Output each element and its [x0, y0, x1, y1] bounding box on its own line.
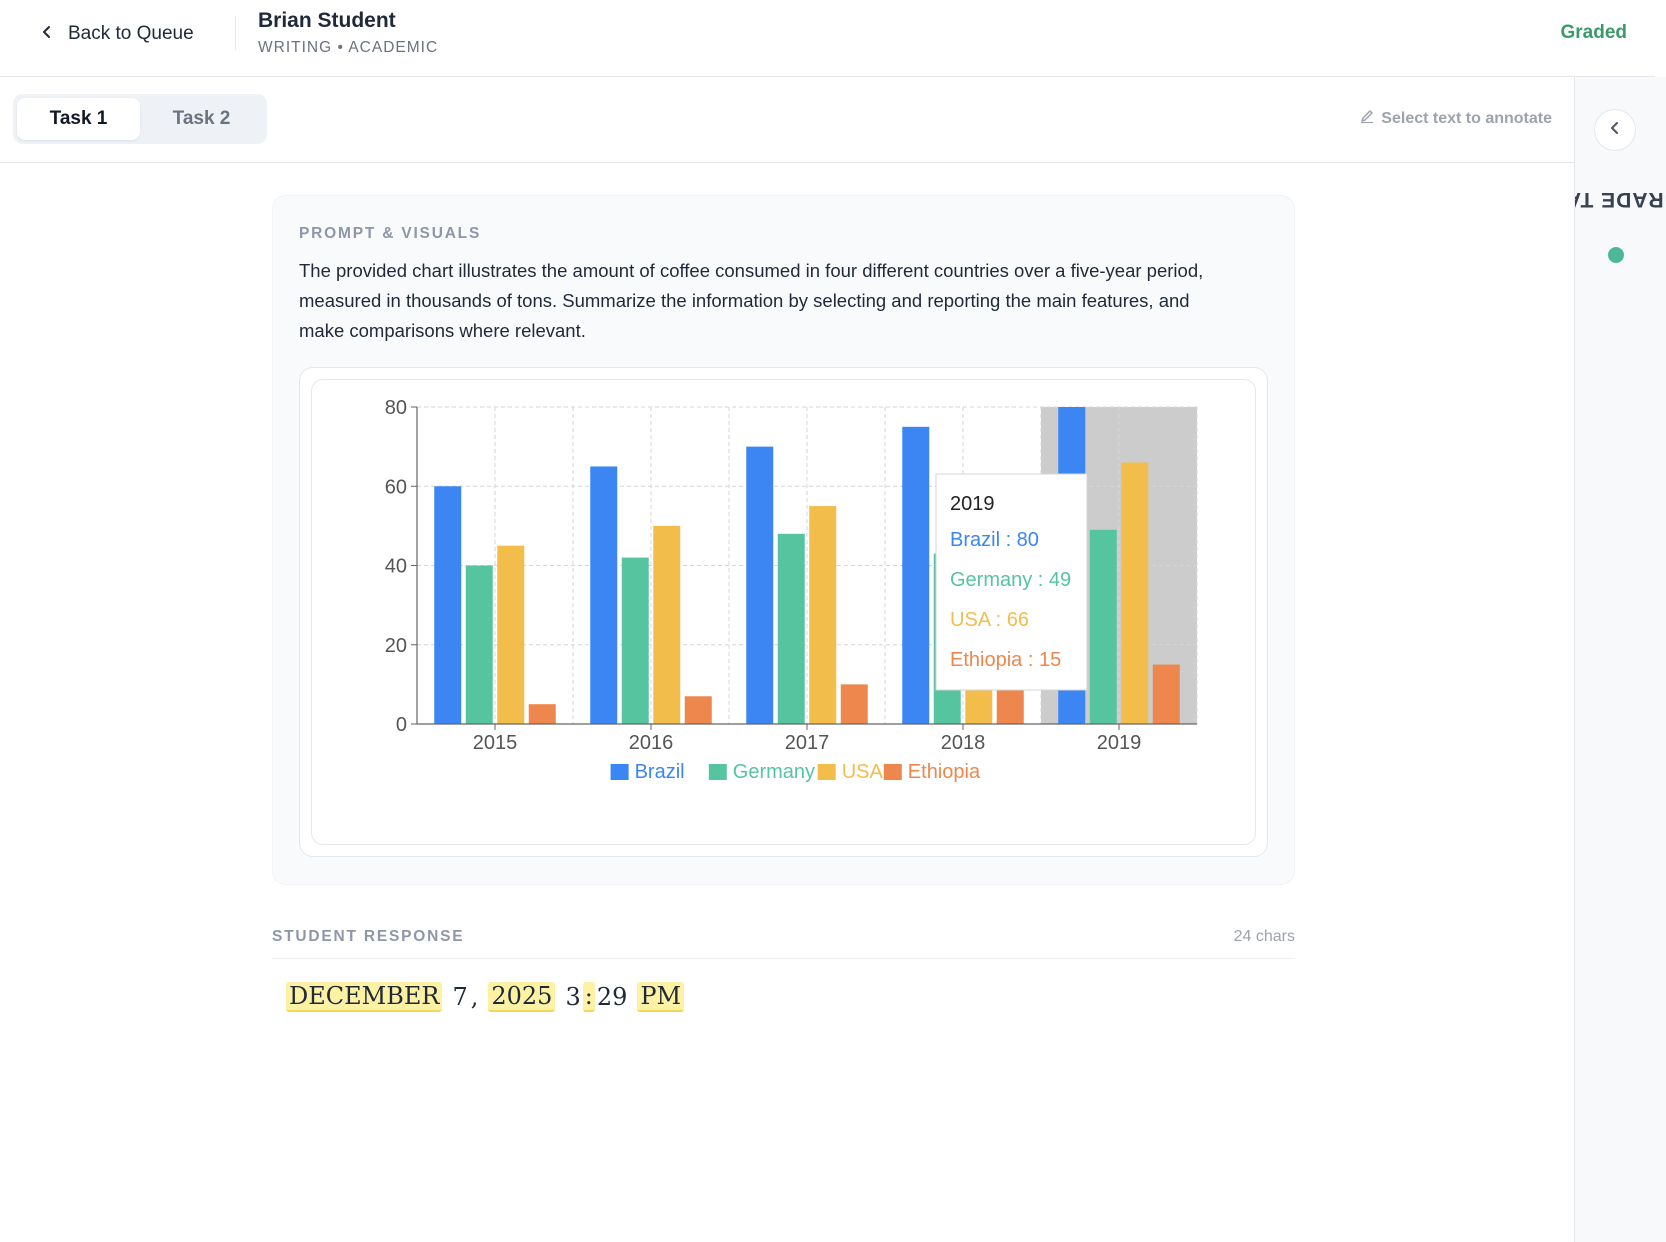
tooltip-line-usa: USA : 66 [950, 609, 1029, 631]
response-token[interactable]: : [582, 982, 595, 1012]
bar-germany-2017 [777, 533, 805, 724]
bar-germany-2015 [465, 565, 493, 724]
tooltip-line-ethiopia: Ethiopia : 15 [950, 649, 1061, 671]
expand-panel-button[interactable] [1594, 109, 1636, 151]
response-section-label: STUDENT RESPONSE [272, 928, 465, 945]
task-tabs: Task 1 Task 2 [13, 94, 267, 144]
bar-brazil-2017 [746, 446, 774, 724]
annotate-hint-label: Select text to annotate [1381, 109, 1552, 127]
bar-ethiopia-2015 [528, 704, 556, 724]
student-response[interactable]: DECEMBER 7 , 2025 3 : 29 PM [286, 982, 685, 1012]
status-dot [1608, 247, 1624, 263]
legend-label-ethiopia: Ethiopia [908, 761, 981, 783]
response-token[interactable]: 3 [565, 983, 581, 1011]
bar-ethiopia-2019 [1152, 664, 1180, 724]
legend-label-usa: USA [842, 761, 884, 783]
header-divider [235, 16, 236, 50]
tooltip-title: 2019 [950, 493, 995, 515]
legend-swatch-usa [817, 764, 836, 780]
legend-label-brazil: Brazil [635, 761, 685, 783]
response-token[interactable]: 7 [452, 983, 468, 1011]
chart-container: 0 20 40 60 80 2015 2016 2017 2018 2019 Brazil Germa… [299, 367, 1268, 857]
bar-usa-2015 [497, 545, 525, 724]
legend-swatch-ethiopia [883, 764, 902, 780]
y-tick-label: 0 [396, 714, 407, 736]
bar-usa-2016 [653, 525, 681, 724]
bar-ethiopia-2017 [840, 684, 868, 724]
response-divider [272, 958, 1295, 959]
bar-ethiopia-2016 [684, 696, 712, 724]
legend-label-germany: Germany [733, 761, 815, 783]
prompt-section-label: PROMPT & VISUALS [299, 225, 482, 242]
pen-icon [1359, 108, 1375, 129]
response-token[interactable]: , [470, 983, 479, 1011]
bar-usa-2019 [1121, 462, 1149, 724]
student-meta: WRITING • ACADEMIC [258, 39, 439, 56]
back-to-queue-button[interactable]: Back to Queue [40, 20, 194, 48]
bar-usa-2017 [809, 506, 837, 724]
status-badge: Graded [1560, 22, 1627, 43]
char-count: 24 chars [1233, 928, 1295, 945]
side-panel-label: GRADE TA [1575, 188, 1666, 211]
chevron-left-icon [1608, 121, 1622, 140]
response-token[interactable]: DECEMBER [286, 982, 443, 1012]
grade-side-panel: GRADE TA [1574, 77, 1666, 1242]
legend-swatch-germany [708, 764, 727, 780]
chart-frame: 0 20 40 60 80 2015 2016 2017 2018 2019 Brazil Germa… [311, 379, 1256, 845]
student-name: Brian Student [258, 9, 396, 32]
tooltip-line-germany: Germany : 49 [950, 569, 1071, 591]
response-token[interactable]: 2025 [488, 982, 556, 1012]
bar-brazil-2016 [590, 466, 618, 724]
bar-brazil-2018 [902, 426, 930, 724]
y-tick-label: 20 [385, 635, 407, 657]
tooltip-box [935, 473, 1088, 691]
tab-task-2[interactable]: Task 2 [172, 108, 231, 129]
tabs-bar: Task 1 Task 2 Select text to annotate [0, 77, 1574, 163]
x-tick-label: 2019 [1097, 732, 1142, 754]
bar-germany-2016 [621, 557, 649, 724]
x-tick-label: 2017 [785, 732, 830, 754]
y-tick-label: 80 [385, 397, 407, 419]
back-to-queue-label: Back to Queue [68, 23, 194, 44]
tab-task-1[interactable]: Task 1 [17, 98, 140, 140]
bar-germany-2019 [1089, 529, 1117, 724]
annotate-hint: Select text to annotate [1359, 108, 1552, 129]
bar-brazil-2015 [434, 486, 462, 724]
legend-swatch-brazil [610, 764, 629, 780]
top-header: Back to Queue Brian Student WRITING • AC… [0, 0, 1655, 77]
tooltip-line-brazil: Brazil : 80 [950, 529, 1039, 551]
bar-chart[interactable]: 0 20 40 60 80 2015 2016 2017 2018 2019 Brazil Germa… [312, 380, 1257, 846]
prompt-card: PROMPT & VISUALS The provided chart illu… [272, 195, 1295, 885]
prompt-text: The provided chart illustrates the amoun… [299, 260, 1204, 341]
x-tick-label: 2015 [473, 732, 518, 754]
chevron-left-icon [40, 23, 54, 45]
x-tick-label: 2016 [629, 732, 674, 754]
response-token[interactable]: 29 [596, 983, 628, 1011]
x-tick-label: 2018 [941, 732, 986, 754]
y-tick-label: 40 [385, 556, 407, 578]
y-tick-label: 60 [385, 476, 407, 498]
response-token[interactable]: PM [637, 982, 685, 1012]
